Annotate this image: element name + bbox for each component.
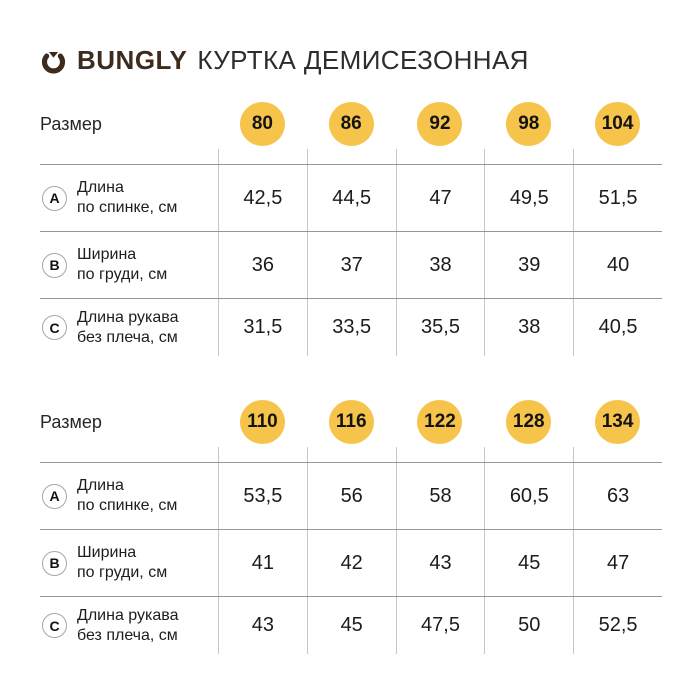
measure-label-cell: A Длина по спинке, см [40, 165, 218, 231]
measure-value: 51,5 [573, 165, 662, 231]
measure-value: 56 [306, 463, 396, 529]
measure-letter-badge: C [42, 613, 67, 638]
measure-label: Длина по спинке, см [77, 179, 178, 216]
measure-label-cell: A Длина по спинке, см [40, 463, 218, 529]
measure-value: 47,5 [395, 597, 485, 654]
size-badge: 98 [506, 102, 552, 146]
measure-value: 52,5 [573, 597, 662, 654]
size-badge: 128 [506, 400, 552, 444]
measure-letter-badge: C [42, 315, 67, 340]
size-badge: 86 [328, 102, 374, 146]
measure-label-cell: C Длина рукава без плеча, см [40, 299, 218, 356]
measure-value: 45 [306, 597, 396, 654]
measure-letter-badge: A [42, 185, 67, 211]
measure-value: 41 [218, 530, 307, 596]
measure-row-back-length: A Длина по спинке, см 53,5 56 58 60,5 63 [40, 462, 662, 529]
size-header-row: Размер 110 116 122 128 134 [40, 400, 662, 462]
measure-letter-badge: A [42, 483, 67, 509]
measure-value: 45 [484, 530, 573, 596]
measure-label: Ширина по груди, см [77, 246, 168, 283]
bungly-smile-icon [41, 51, 66, 73]
measure-row-chest-width: B Ширина по груди, см 41 42 43 45 47 [40, 529, 662, 596]
size-badge: 122 [417, 400, 463, 444]
size-badge: 104 [595, 102, 641, 146]
measure-row-sleeve-length: C Длина рукава без плеча, см 31,5 33,5 3… [40, 298, 662, 356]
size-cell: 92 [395, 102, 485, 164]
measure-value: 58 [395, 463, 485, 529]
measure-label: Длина по спинке, см [77, 477, 178, 514]
measure-letter-badge: B [42, 252, 67, 278]
size-cell: 98 [484, 102, 573, 164]
measure-value: 42,5 [218, 165, 307, 231]
measure-value: 49,5 [484, 165, 573, 231]
measure-row-chest-width: B Ширина по груди, см 36 37 38 39 40 [40, 231, 662, 298]
measure-value: 60,5 [484, 463, 573, 529]
measure-value: 35,5 [395, 299, 485, 356]
measure-value: 42 [306, 530, 396, 596]
measure-value: 38 [395, 232, 485, 298]
measure-value: 44,5 [306, 165, 396, 231]
size-row-label: Размер [40, 113, 102, 134]
brand-name: BUNGLY [77, 44, 188, 75]
size-cell: 128 [484, 400, 573, 462]
measure-label-cell: B Ширина по груди, см [40, 530, 218, 596]
size-badge: 80 [239, 102, 285, 146]
measure-value: 39 [484, 232, 573, 298]
size-row-label: Размер [40, 411, 102, 432]
measure-value: 31,5 [218, 299, 307, 356]
measure-value: 40,5 [573, 299, 662, 356]
header: BUNGLY КУРТКА ДЕМИСЕЗОННАЯ [40, 44, 662, 76]
measure-value: 43 [395, 530, 485, 596]
size-cell: 116 [306, 400, 396, 462]
measure-value: 47 [573, 530, 662, 596]
size-cell: 110 [218, 400, 307, 462]
measure-label-cell: C Длина рукава без плеча, см [40, 597, 218, 654]
size-badge: 134 [595, 400, 641, 444]
measure-value: 36 [218, 232, 307, 298]
size-cell: 86 [306, 102, 396, 164]
measure-value: 63 [573, 463, 662, 529]
measure-value: 47 [395, 165, 485, 231]
measure-value: 38 [484, 299, 573, 356]
measure-label: Ширина по груди, см [77, 544, 168, 581]
size-table-110-134: Размер 110 116 122 128 134 A Длина по сп… [40, 400, 662, 654]
size-cell: 122 [395, 400, 485, 462]
size-cell: 134 [573, 400, 662, 462]
measure-value: 40 [573, 232, 662, 298]
size-badge: 92 [417, 102, 463, 146]
size-badge: 116 [328, 400, 374, 444]
measure-value: 53,5 [218, 463, 307, 529]
measure-value: 37 [306, 232, 396, 298]
measure-letter-badge: B [42, 550, 67, 576]
measure-value: 33,5 [306, 299, 396, 356]
page-title: КУРТКА ДЕМИСЕЗОННАЯ [197, 44, 529, 75]
size-cell: 80 [218, 102, 307, 164]
measure-value: 43 [218, 597, 307, 654]
measure-label-cell: B Ширина по груди, см [40, 232, 218, 298]
measure-row-back-length: A Длина по спинке, см 42,5 44,5 47 49,5 … [40, 164, 662, 231]
size-cell: 104 [573, 102, 662, 164]
measure-value: 50 [484, 597, 573, 654]
measure-label: Длина рукава без плеча, см [77, 308, 179, 346]
size-header-row: Размер 80 86 92 98 104 [40, 102, 662, 164]
measure-row-sleeve-length: C Длина рукава без плеча, см 43 45 47,5 … [40, 596, 662, 654]
size-badge: 110 [239, 400, 285, 444]
measure-label: Длина рукава без плеча, см [77, 606, 179, 644]
size-table-80-104: Размер 80 86 92 98 104 A Длина по спинке… [40, 102, 662, 356]
